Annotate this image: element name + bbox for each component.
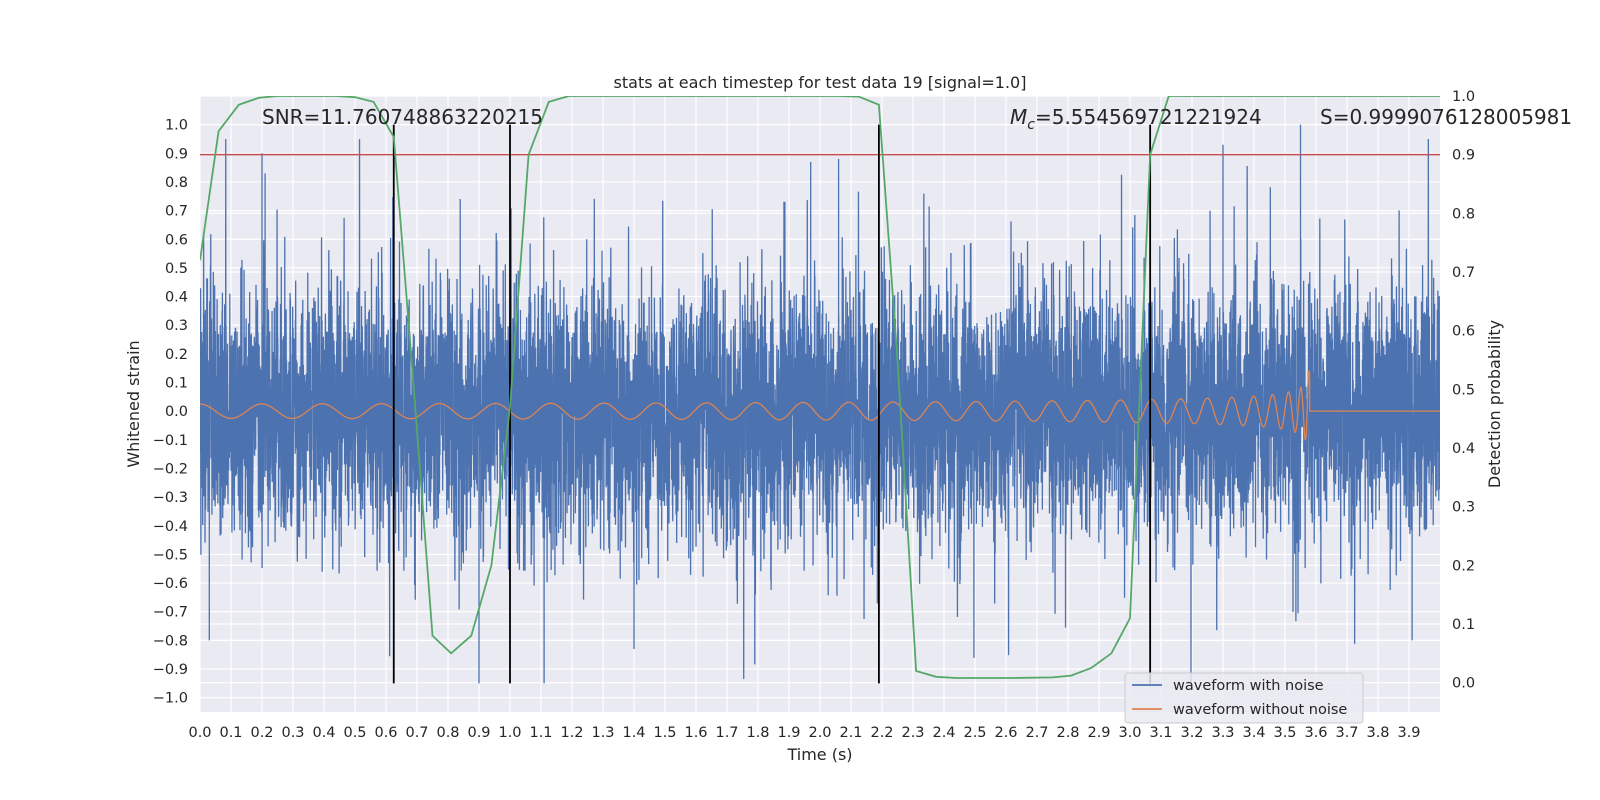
y-axis-label: Whitened strain bbox=[124, 340, 143, 467]
y2-tick-label: 0.8 bbox=[1452, 206, 1475, 222]
x-tick-label: 2.1 bbox=[839, 725, 862, 741]
y-tick-label: 0.6 bbox=[165, 232, 188, 248]
x-tick-label: 1.2 bbox=[560, 725, 583, 741]
x-tick-label: 0.8 bbox=[436, 725, 459, 741]
x-tick-label: 3.7 bbox=[1335, 725, 1358, 741]
y-tick-label: 0.3 bbox=[165, 318, 188, 334]
waveform-without-noise-line bbox=[200, 369, 1440, 441]
waveform-with-noise-line bbox=[200, 138, 1440, 684]
x-tick-label: 2.6 bbox=[994, 725, 1017, 741]
x-tick-label: 1.6 bbox=[684, 725, 707, 741]
x-tick-label: 3.6 bbox=[1304, 725, 1327, 741]
x-tick-label: 1.4 bbox=[622, 725, 645, 741]
chirp-mass-annotation: Mc=5.554569721221924 bbox=[1010, 105, 1262, 133]
x-tick-label: 2.9 bbox=[1087, 725, 1110, 741]
y-tick-label: −0.8 bbox=[153, 633, 188, 649]
x-tick-label: 2.5 bbox=[963, 725, 986, 741]
y2-tick-labels: 1.0 0.9 0.8 0.7 0.6 0.5 0.4 0.3 0.2 0.1 0.0 bbox=[1452, 89, 1475, 692]
y-tick-label: 0.2 bbox=[165, 347, 188, 363]
y2-tick-label: 0.7 bbox=[1452, 265, 1475, 281]
x-tick-label: 3.3 bbox=[1211, 725, 1234, 741]
x-tick-label: 3.1 bbox=[1149, 725, 1172, 741]
x-tick-label: 1.0 bbox=[498, 725, 521, 741]
x-tick-label: 1.8 bbox=[746, 725, 769, 741]
s-annotation: S=0.9999076128005981 bbox=[1320, 105, 1572, 129]
x-tick-label: 3.8 bbox=[1366, 725, 1389, 741]
y2-tick-label: 0.9 bbox=[1452, 148, 1475, 164]
y2-tick-label: 0.6 bbox=[1452, 324, 1475, 340]
legend-box bbox=[1124, 672, 1364, 724]
x-tick-label: 3.5 bbox=[1273, 725, 1296, 741]
y-tick-label: 0.7 bbox=[165, 204, 188, 220]
x-tick-label: 1.9 bbox=[777, 725, 800, 741]
y-tick-label: 0.8 bbox=[165, 175, 188, 191]
y-tick-labels: 1.0 0.9 0.8 0.7 0.6 0.5 0.4 0.3 0.2 0.1 0.0 −0.1 −0.… bbox=[153, 118, 188, 707]
y2-tick-label: 0.4 bbox=[1452, 441, 1475, 457]
legend-label-noise: waveform with noise bbox=[1173, 678, 1324, 694]
x-tick-label: 0.6 bbox=[374, 725, 397, 741]
x-tick-label: 2.2 bbox=[870, 725, 893, 741]
y-tick-label: 0.4 bbox=[165, 290, 188, 306]
y-tick-label: −0.2 bbox=[153, 461, 188, 477]
x-tick-label: 3.0 bbox=[1118, 725, 1141, 741]
x-tick-label: 3.9 bbox=[1397, 725, 1420, 741]
mc-subscript: c bbox=[1027, 117, 1035, 133]
x-tick-label: 3.2 bbox=[1180, 725, 1203, 741]
y-tick-label: 1.0 bbox=[165, 118, 188, 134]
y-tick-label: −0.6 bbox=[153, 576, 188, 592]
y-tick-label: −0.4 bbox=[153, 519, 188, 535]
x-tick-label: 0.3 bbox=[281, 725, 304, 741]
x-tick-labels: 0.0 0.1 0.2 0.3 0.4 0.5 0.6 0.7 0.8 0.9 1.0 1.1 1.2 1… bbox=[188, 725, 1420, 741]
y-tick-label: 0.5 bbox=[165, 261, 188, 277]
x-tick-label: 2.7 bbox=[1025, 725, 1048, 741]
y2-tick-label: 0.3 bbox=[1452, 500, 1475, 516]
y-tick-label: 0.1 bbox=[165, 376, 188, 392]
detection-probability-line bbox=[200, 96, 1440, 679]
mc-symbol: M bbox=[1010, 105, 1027, 129]
x-tick-label: 0.1 bbox=[219, 725, 242, 741]
x-tick-label: 0.9 bbox=[467, 725, 490, 741]
y-tick-label: −0.7 bbox=[153, 605, 188, 621]
legend-label-clean: waveform without noise bbox=[1173, 702, 1347, 718]
y-tick-label: 0.0 bbox=[165, 404, 188, 420]
y-tick-label: −0.1 bbox=[153, 433, 188, 449]
y2-axis-label: Detection probability bbox=[1485, 320, 1504, 488]
x-tick-label: 0.2 bbox=[250, 725, 273, 741]
legend: waveform with noise waveform without noi… bbox=[1124, 672, 1364, 724]
x-tick-label: 0.5 bbox=[343, 725, 366, 741]
y2-tick-label: 0.0 bbox=[1452, 676, 1475, 692]
x-tick-label: 2.0 bbox=[808, 725, 831, 741]
y2-tick-label: 0.2 bbox=[1452, 558, 1475, 574]
x-tick-label: 1.5 bbox=[653, 725, 676, 741]
x-tick-label: 2.4 bbox=[932, 725, 955, 741]
y-tick-label: −0.5 bbox=[153, 547, 188, 563]
x-axis-label: Time (s) bbox=[786, 745, 852, 764]
y2-tick-label: 1.0 bbox=[1452, 89, 1475, 105]
x-tick-label: 1.1 bbox=[529, 725, 552, 741]
x-tick-label: 0.4 bbox=[312, 725, 335, 741]
y-tick-label: −0.9 bbox=[153, 662, 188, 678]
y2-tick-label: 0.1 bbox=[1452, 617, 1475, 633]
x-tick-label: 0.0 bbox=[188, 725, 211, 741]
y2-tick-label: 0.5 bbox=[1452, 382, 1475, 398]
x-tick-label: 1.7 bbox=[715, 725, 738, 741]
y-tick-label: −0.3 bbox=[153, 490, 188, 506]
chart-title: stats at each timestep for test data 19 … bbox=[614, 73, 1027, 92]
y-tick-label: −1.0 bbox=[153, 691, 188, 707]
mc-value: =5.554569721221924 bbox=[1035, 105, 1262, 129]
snr-annotation: SNR=11.760748863220215 bbox=[262, 105, 543, 129]
x-tick-label: 1.3 bbox=[591, 725, 614, 741]
x-tick-label: 2.3 bbox=[901, 725, 924, 741]
x-tick-label: 2.8 bbox=[1056, 725, 1079, 741]
x-tick-label: 3.4 bbox=[1242, 725, 1265, 741]
y-tick-label: 0.9 bbox=[165, 146, 188, 162]
x-tick-label: 0.7 bbox=[405, 725, 428, 741]
